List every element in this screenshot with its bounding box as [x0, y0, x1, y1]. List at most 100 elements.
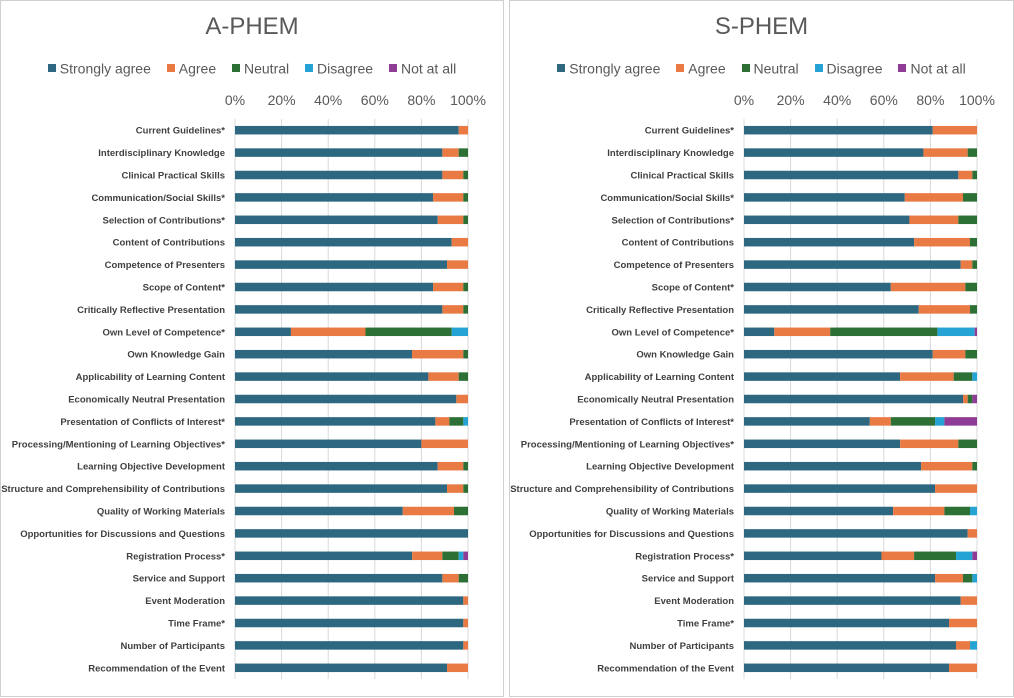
legend-swatch [47, 64, 56, 73]
category-label: Event Moderation [654, 596, 734, 607]
bar-segment-neutral [914, 551, 957, 561]
bar-segment-disagree [972, 372, 977, 381]
bar-segment-agree [900, 372, 954, 381]
bar-segment-agree [935, 484, 977, 493]
bar-segment-not-at-all [463, 551, 468, 561]
category-label: Economically Neutral Presentation [68, 395, 225, 406]
bar-segment-agree [932, 349, 966, 359]
category-label: Opportunities for Discussions and Questi… [20, 529, 225, 540]
category-label: Content of Contributions [622, 238, 734, 249]
legend-label: Not at all [400, 60, 457, 77]
category-label: Content of Contributions [113, 238, 225, 249]
x-tick-label: 100% [959, 92, 995, 108]
category-label: Service and Support [642, 574, 735, 585]
bar-segment-strongly-agree [744, 618, 950, 628]
bar-segment-strongly-agree [744, 551, 882, 561]
bar-segment-agree [442, 573, 459, 583]
chart-title: A-PHEM [205, 13, 299, 40]
category-label: Event Moderation [145, 596, 225, 607]
legend-label: Disagree [317, 60, 374, 77]
bar-segment-disagree [972, 573, 977, 583]
bar-segment-strongly-agree [235, 461, 438, 471]
category-label: Quality of Working Materials [606, 507, 734, 518]
legend-item-disagree: Disagree [814, 59, 883, 77]
bar-segment-strongly-agree [744, 439, 901, 449]
category-label: Current Guidelines* [136, 126, 226, 137]
bar-segment-agree [463, 618, 468, 628]
bar-segment-strongly-agree [235, 125, 459, 135]
bar-segment-agree [442, 305, 464, 314]
bar-segment-agree [881, 551, 915, 561]
bar-segment-neutral [972, 170, 977, 180]
bar-segment-neutral [458, 372, 468, 381]
bar-segment-neutral [972, 461, 977, 471]
legend-item-neutral: Neutral [741, 59, 799, 77]
category-label: Structure and Comprehensibility of Contr… [1, 484, 225, 495]
bar-segment-strongly-agree [744, 125, 933, 135]
bar-segment-agree [963, 394, 968, 404]
bar-segment-neutral [365, 327, 452, 337]
category-label: Applicability of Learning Content [585, 372, 735, 383]
bar-segment-agree [402, 506, 455, 516]
bar-segment-agree [774, 327, 831, 337]
bar-segment-strongly-agree [744, 573, 936, 583]
legend-label: Strongly agree [59, 60, 151, 77]
bar-segment-strongly-agree [235, 506, 403, 516]
bar-segment-strongly-agree [744, 461, 922, 471]
bar-segment-not-at-all [972, 551, 977, 561]
category-label: Learning Objective Development [77, 462, 226, 473]
bar-segment-strongly-agree [744, 372, 901, 381]
bar-segment-agree [447, 663, 468, 673]
bar-segment-disagree [458, 551, 464, 561]
bar-segment-neutral [963, 193, 977, 202]
bar-segment-strongly-agree [235, 439, 422, 449]
bar-segment-agree [421, 439, 468, 449]
bar-segment-agree [463, 596, 468, 605]
legend-label: Neutral [753, 60, 799, 77]
legend-label: Disagree [826, 60, 883, 77]
x-tick-label: 60% [870, 92, 898, 108]
category-label: Own Level of Competence* [103, 327, 226, 338]
bar-segment-neutral [967, 148, 977, 157]
legend-swatch [676, 64, 685, 73]
bar-segment-disagree [463, 417, 468, 426]
bar-segment-strongly-agree [744, 148, 924, 157]
chart-plot-a-phem: 0% 20% 40% 60% 80% 100% Current Guidelines* Int… [1, 92, 486, 679]
bar-segment-neutral [454, 506, 468, 516]
bar-segment-neutral [965, 282, 977, 292]
bar-segment-agree [960, 260, 973, 269]
legend-swatch [898, 64, 907, 73]
bar-segment-disagree [956, 551, 973, 561]
legend-swatch [305, 64, 314, 73]
x-tick-label: 80% [407, 92, 435, 108]
bar-segment-agree [412, 349, 464, 359]
bar-segment-neutral [967, 394, 973, 404]
legend-label: Agree [688, 60, 726, 77]
category-label: Recommendation of the Event [597, 663, 735, 674]
bar-segment-strongly-agree [235, 529, 468, 538]
bar-segment-agree [428, 372, 459, 381]
category-label: Current Guidelines* [645, 126, 735, 137]
bar-segment-strongly-agree [744, 529, 968, 538]
bar-segment-strongly-agree [744, 282, 891, 292]
bar-segment-strongly-agree [235, 573, 443, 583]
bar-segment-agree [869, 417, 891, 426]
bar-segment-agree [437, 461, 464, 471]
bar-segment-strongly-agree [744, 215, 910, 225]
bar-segment-strongly-agree [235, 596, 464, 605]
legend-swatch [388, 64, 397, 73]
legend-item-not-at-all: Not at all [388, 59, 457, 77]
category-label: Scope of Content* [652, 283, 735, 294]
bar-segment-agree [958, 170, 973, 180]
legend-item-disagree: Disagree [305, 59, 373, 76]
bar-segment-agree [451, 237, 468, 247]
category-label: Interdisciplinary Knowledge [607, 148, 734, 159]
bar-segment-agree [960, 596, 977, 605]
bar-segment-neutral [463, 484, 468, 493]
bar-segment-not-at-all [972, 394, 977, 404]
bar-segment-strongly-agree [235, 148, 443, 157]
bar-segment-strongly-agree [744, 327, 775, 337]
legend-item-agree: Agree [166, 59, 216, 76]
x-tick-label: 20% [777, 92, 805, 108]
category-label: Processing/Mentioning of Learning Object… [521, 439, 735, 450]
